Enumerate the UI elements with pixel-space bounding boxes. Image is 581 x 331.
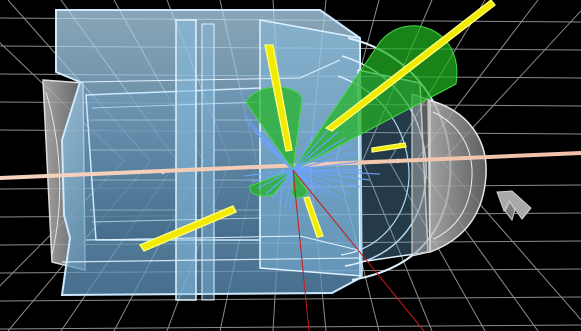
red-tracks — [292, 169, 425, 331]
grid-line — [0, 324, 581, 330]
blue-track — [292, 144, 353, 171]
blue-track — [292, 169, 333, 199]
grid-line — [362, 160, 433, 331]
blue-track — [292, 131, 339, 171]
blue-track — [292, 169, 361, 188]
blue-track — [284, 169, 294, 209]
yellow-tracks — [139, 0, 496, 252]
blue-track — [292, 169, 381, 175]
blue-track — [251, 169, 294, 183]
blue-track — [292, 169, 351, 195]
blue-track — [271, 169, 294, 200]
blue-track — [292, 161, 359, 171]
blue-track — [292, 169, 345, 201]
blue-track — [292, 169, 321, 195]
blue-track — [289, 169, 294, 213]
grid-line — [0, 296, 581, 302]
blue-track — [265, 169, 294, 195]
axis-orientation-icon[interactable] — [496, 190, 532, 222]
blue-track — [292, 152, 357, 171]
blue-track — [257, 169, 294, 189]
blue-track — [243, 169, 294, 177]
blue-track — [280, 158, 294, 171]
right-endcap — [411, 93, 487, 257]
blue-track — [292, 169, 371, 181]
blue-track — [292, 127, 331, 171]
blue-track — [277, 169, 294, 204]
blue-track — [292, 137, 346, 171]
blue-track — [292, 119, 321, 171]
